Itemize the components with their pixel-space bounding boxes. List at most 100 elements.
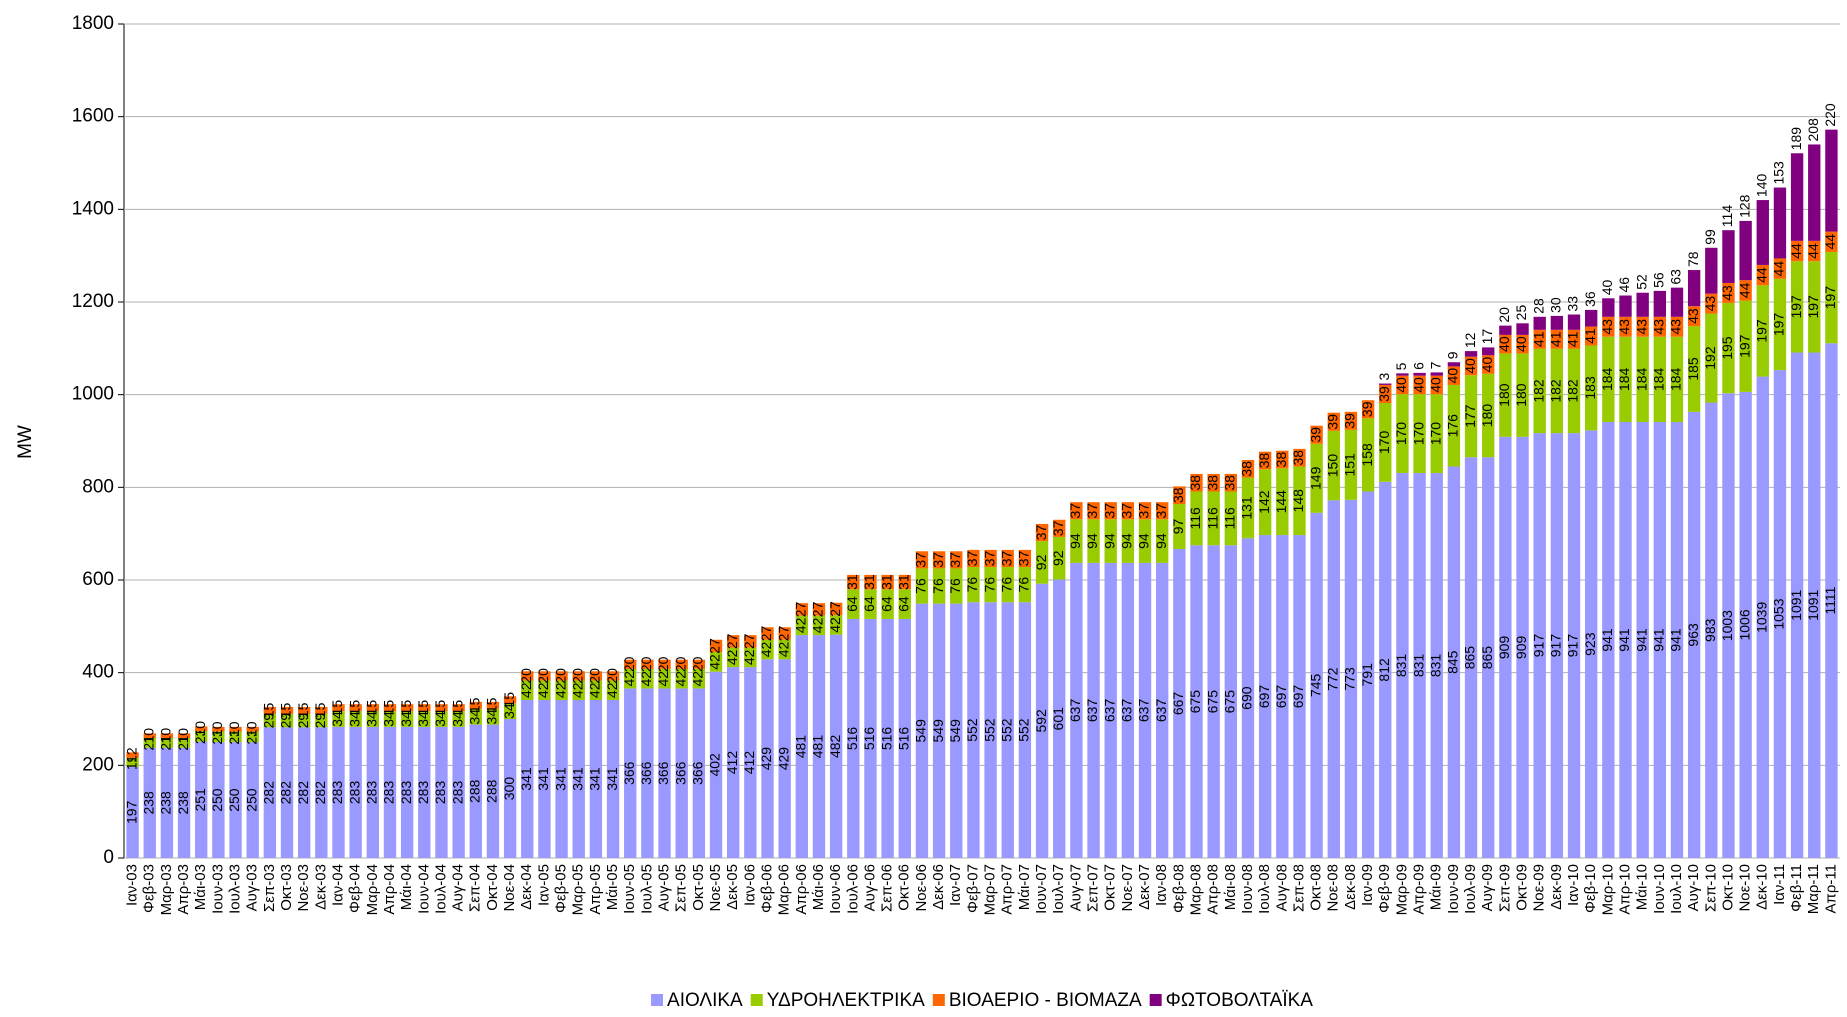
bar-segment	[1310, 425, 1323, 444]
bar-segment	[1464, 356, 1478, 376]
bar-segment	[1825, 231, 1838, 252]
data-label: 56	[1651, 272, 1667, 288]
data-label: 10	[175, 728, 191, 744]
bar-segment	[1053, 579, 1066, 858]
data-label: 197	[1788, 295, 1804, 319]
data-label: 39	[1324, 414, 1340, 430]
bar-segment	[778, 627, 791, 640]
bar-segment	[984, 602, 997, 858]
bar-segment	[829, 634, 843, 858]
bar-segment	[298, 713, 311, 728]
bar-segment	[1258, 451, 1272, 470]
bar-segment	[1705, 247, 1718, 294]
bar-segment	[795, 615, 808, 636]
data-label: 43	[1719, 285, 1735, 301]
data-label: 27	[810, 601, 826, 617]
bar-segment	[1379, 481, 1392, 858]
data-label: 697	[1273, 685, 1289, 709]
data-label: 17	[1479, 329, 1495, 345]
bar-segment	[1413, 394, 1426, 473]
data-label: 34	[329, 711, 345, 727]
x-tick-label: Νοε-08	[1325, 864, 1342, 912]
data-label: 158	[1359, 443, 1375, 467]
data-label: 41	[1548, 331, 1564, 347]
data-label: 15	[364, 700, 380, 716]
bar-segment	[298, 727, 311, 858]
data-label: 831	[1393, 654, 1409, 678]
data-label: 21	[175, 735, 191, 751]
data-label: 34	[398, 711, 414, 727]
bar-segment	[932, 568, 946, 604]
bar-segment	[1636, 316, 1649, 337]
bar-segment	[1722, 283, 1735, 303]
data-label: 42	[638, 671, 654, 687]
data-label: 917	[1548, 634, 1564, 658]
x-tick-label: Ιαν-09	[1359, 864, 1376, 906]
bar-segment	[555, 680, 568, 701]
x-tick-label: Ιουλ-03	[227, 864, 244, 914]
y-tick-label: 1000	[72, 384, 114, 405]
data-label: 909	[1496, 636, 1512, 660]
data-label: 675	[1222, 690, 1238, 714]
data-label: 1039	[1753, 602, 1769, 633]
data-label: 429	[775, 747, 791, 771]
data-label: 40	[1410, 377, 1426, 393]
data-label: 64	[878, 596, 894, 612]
data-label: 183	[1582, 376, 1598, 400]
bar-segment	[1361, 418, 1375, 492]
bar-segment	[1035, 523, 1049, 542]
bar-segment	[1499, 353, 1512, 437]
bar-segment	[1276, 450, 1289, 469]
data-label: 865	[1462, 646, 1478, 670]
bar-segment	[1516, 323, 1529, 335]
data-label: 99	[1702, 229, 1718, 245]
data-label: 288	[466, 779, 482, 803]
data-label: 15	[346, 700, 362, 716]
data-label: 94	[1067, 533, 1083, 549]
data-label: 220	[1822, 103, 1838, 127]
data-label: 250	[226, 788, 242, 812]
data-label: 39	[1342, 413, 1358, 429]
bar-segment	[246, 742, 259, 858]
data-label: 43	[1668, 319, 1684, 335]
x-tick-label: Ιουλ-09	[1462, 864, 1479, 914]
data-label: 366	[672, 761, 688, 785]
data-label: 37	[964, 550, 980, 566]
bar-segment	[692, 668, 706, 689]
data-label: 481	[810, 735, 826, 759]
legend-label: ΒΙΟΑΕΡΙΟ - ΒΙΟΜΑΖΑ	[949, 990, 1142, 1011]
data-label: 42	[741, 649, 757, 665]
x-tick-label: Ιουν-05	[621, 864, 638, 914]
data-label: 42	[518, 682, 534, 698]
bar-segment	[1670, 336, 1684, 423]
data-label: 15	[261, 702, 277, 718]
bar-segment	[1687, 270, 1701, 307]
x-tick-label: Ιαν-06	[741, 864, 758, 906]
bar-segment	[641, 688, 654, 858]
bar-segment	[1516, 353, 1529, 437]
data-label: 43	[1702, 296, 1718, 312]
bar-segment	[950, 568, 963, 604]
data-label: 30	[1548, 297, 1564, 313]
data-label: 37	[930, 552, 946, 568]
x-tick-label: Δεκ-06	[930, 864, 947, 910]
bar-segment	[469, 708, 482, 725]
data-label: 941	[1599, 628, 1615, 652]
x-tick-label: Φεβ-05	[553, 864, 570, 913]
data-label: 10	[140, 728, 156, 744]
bar-segment	[984, 567, 997, 603]
data-label: 140	[1753, 173, 1769, 197]
bar-segment	[1447, 366, 1461, 385]
bar-segment	[1756, 376, 1769, 858]
data-label: 27	[775, 626, 791, 642]
bar-segment	[503, 703, 517, 719]
x-tick-label: Φεβ-07	[964, 864, 981, 913]
x-tick-label: Μάι-04	[398, 864, 415, 910]
bar-segment	[1258, 535, 1272, 858]
data-label: 941	[1668, 628, 1684, 652]
data-label: 176	[1445, 414, 1461, 438]
bar-segment	[469, 724, 482, 858]
x-tick-label: Νοε-05	[707, 864, 724, 912]
data-label: 31	[861, 574, 877, 590]
bar-segment	[915, 568, 929, 604]
